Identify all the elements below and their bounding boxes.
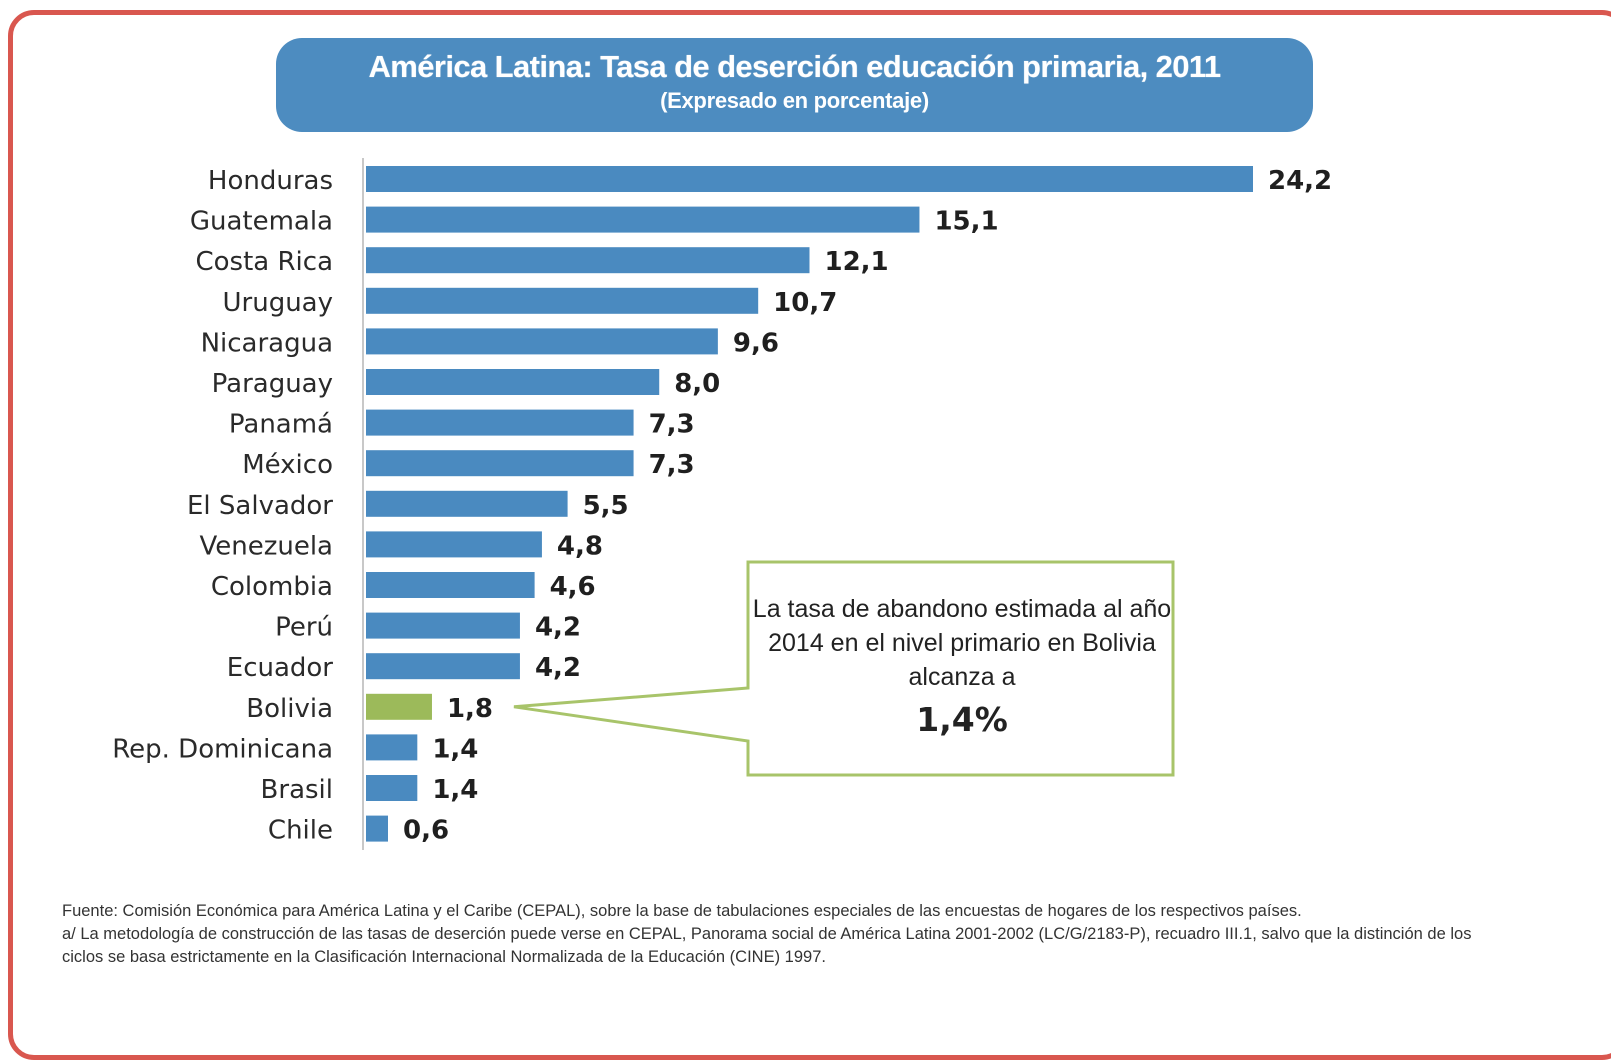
value-label-mexico: 7,3 bbox=[649, 450, 695, 480]
value-label-uruguay: 10,7 bbox=[773, 288, 837, 318]
bar-chile bbox=[366, 815, 388, 842]
category-label-costa-rica: Costa Rica bbox=[195, 247, 333, 277]
category-label-rep-dominicana: Rep. Dominicana bbox=[112, 734, 333, 764]
bar-mexico bbox=[366, 450, 634, 477]
bar-panama bbox=[366, 409, 634, 436]
value-label-guatemala: 15,1 bbox=[934, 207, 998, 237]
callout-box bbox=[513, 560, 1175, 777]
category-label-chile: Chile bbox=[268, 816, 333, 846]
bar-rep-dominicana bbox=[366, 734, 418, 761]
category-label-paraguay: Paraguay bbox=[212, 369, 333, 399]
value-label-costa-rica: 12,1 bbox=[825, 247, 889, 277]
category-label-bolivia: Bolivia bbox=[246, 694, 333, 724]
value-label-nicaragua: 9,6 bbox=[733, 328, 779, 358]
bar-brasil bbox=[366, 775, 418, 801]
category-label-nicaragua: Nicaragua bbox=[201, 328, 333, 358]
value-label-brasil: 1,4 bbox=[432, 775, 478, 805]
value-label-el-salvador: 5,5 bbox=[583, 491, 629, 521]
category-label-honduras: Honduras bbox=[208, 166, 333, 196]
value-label-peru: 4,2 bbox=[535, 613, 581, 643]
bar-peru bbox=[366, 612, 520, 639]
bar-colombia bbox=[366, 572, 535, 598]
chart-title: América Latina: Tasa de deserción educac… bbox=[368, 49, 1222, 84]
value-label-colombia: 4,6 bbox=[550, 572, 596, 602]
footnote-source: Fuente: Comisión Económica para América … bbox=[62, 902, 1302, 920]
category-label-ecuador: Ecuador bbox=[227, 653, 334, 683]
bar-paraguay bbox=[366, 369, 660, 395]
value-label-honduras: 24,2 bbox=[1268, 166, 1332, 196]
value-label-panama: 7,3 bbox=[649, 410, 695, 440]
callout-text: La tasa de abandono estimada al año 2014… bbox=[752, 595, 1172, 691]
category-label-uruguay: Uruguay bbox=[223, 288, 334, 318]
value-label-paraguay: 8,0 bbox=[674, 369, 720, 399]
bar-el-salvador bbox=[366, 490, 568, 517]
bar-ecuador bbox=[366, 653, 520, 680]
category-label-peru: Perú bbox=[275, 613, 333, 643]
category-label-colombia: Colombia bbox=[211, 572, 333, 602]
bar-nicaragua bbox=[366, 328, 718, 355]
bar-venezuela bbox=[366, 531, 542, 558]
footnote-note: a/ La metodología de construcción de las… bbox=[62, 925, 1472, 966]
bar-uruguay bbox=[366, 287, 759, 314]
value-label-rep-dominicana: 1,4 bbox=[432, 734, 478, 764]
value-label-bolivia: 1,8 bbox=[447, 694, 493, 724]
bar-costa-rica bbox=[366, 247, 810, 274]
footnote: Fuente: Comisión Económica para América … bbox=[62, 900, 1482, 969]
title-banner: América Latina: Tasa de deserción educac… bbox=[276, 38, 1313, 132]
value-label-venezuela: 4,8 bbox=[557, 531, 603, 561]
category-label-panama: Panamá bbox=[229, 410, 333, 440]
value-label-ecuador: 4,2 bbox=[535, 653, 581, 683]
callout-value: 1,4% bbox=[916, 700, 1008, 739]
chart-subtitle: (Expresado en porcentaje) bbox=[660, 88, 929, 113]
bar-honduras bbox=[366, 166, 1253, 192]
category-label-el-salvador: El Salvador bbox=[187, 491, 333, 521]
category-label-brasil: Brasil bbox=[261, 775, 333, 805]
category-label-venezuela: Venezuela bbox=[199, 531, 333, 561]
value-label-chile: 0,6 bbox=[403, 816, 449, 846]
bar-guatemala bbox=[366, 206, 920, 233]
category-label-guatemala: Guatemala bbox=[190, 207, 333, 237]
bar-bolivia bbox=[366, 693, 432, 720]
category-label-mexico: México bbox=[242, 450, 333, 480]
